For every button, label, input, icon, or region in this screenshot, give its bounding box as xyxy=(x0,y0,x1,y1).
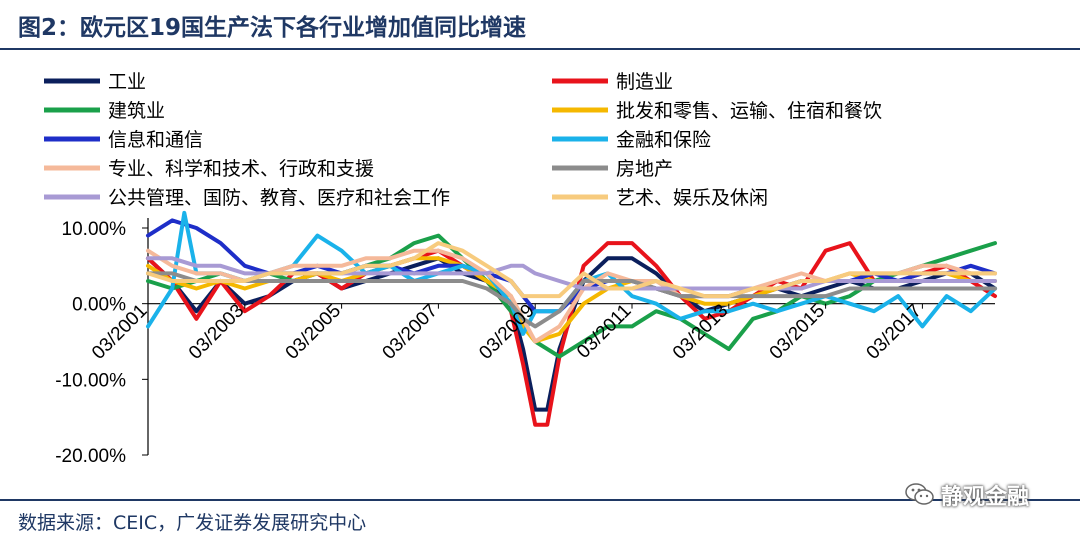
legend-label: 信息和通信 xyxy=(108,129,203,151)
chart-axes xyxy=(147,218,995,455)
title-divider xyxy=(0,48,1080,50)
footer-divider xyxy=(0,499,1080,501)
legend-label: 建筑业 xyxy=(108,100,165,122)
legend-label: 金融和保险 xyxy=(616,129,711,151)
y-tick-label: 0.00% xyxy=(72,295,126,316)
x-axis-ticks: 03/2001 03/2003 03/2005 03/2007 03/2009 03/20… xyxy=(88,300,926,363)
y-tick-label: -10.00% xyxy=(55,370,126,391)
x-tick-label: 03/2005 xyxy=(282,300,345,363)
watermark: 静观金融 xyxy=(905,478,1029,512)
source-note: 数据来源：CEIC，广发证券发展研究中心 xyxy=(18,512,367,534)
series-line-8 xyxy=(146,271,997,329)
legend-label: 公共管理、国防、教育、医疗和社会工作 xyxy=(108,187,450,209)
wechat-icon xyxy=(905,483,934,505)
legend-label: 制造业 xyxy=(616,71,673,93)
legend-label: 艺术、娱乐及休闲 xyxy=(616,187,768,209)
series-line-10 xyxy=(146,241,997,299)
x-tick-label: 03/2007 xyxy=(379,300,442,363)
legend-label: 工业 xyxy=(108,71,146,93)
x-tick-label: 03/2011 xyxy=(573,300,635,362)
legend-label: 专业、科学和技术、行政和支援 xyxy=(108,158,374,180)
figure-title: 图2：欧元区19国生产法下各行业增加值同比增速 xyxy=(18,15,527,41)
series-layer xyxy=(146,210,997,427)
y-axis-ticks: 10.00% 0.00% -10.00% -20.00% xyxy=(55,219,148,467)
watermark-text: 静观金融 xyxy=(941,485,1030,510)
legend-label: 房地产 xyxy=(616,158,673,180)
y-tick-label: -20.00% xyxy=(55,446,126,467)
y-tick-label: 10.00% xyxy=(62,219,127,240)
legend-label: 批发和零售、运输、住宿和餐饮 xyxy=(616,100,882,122)
